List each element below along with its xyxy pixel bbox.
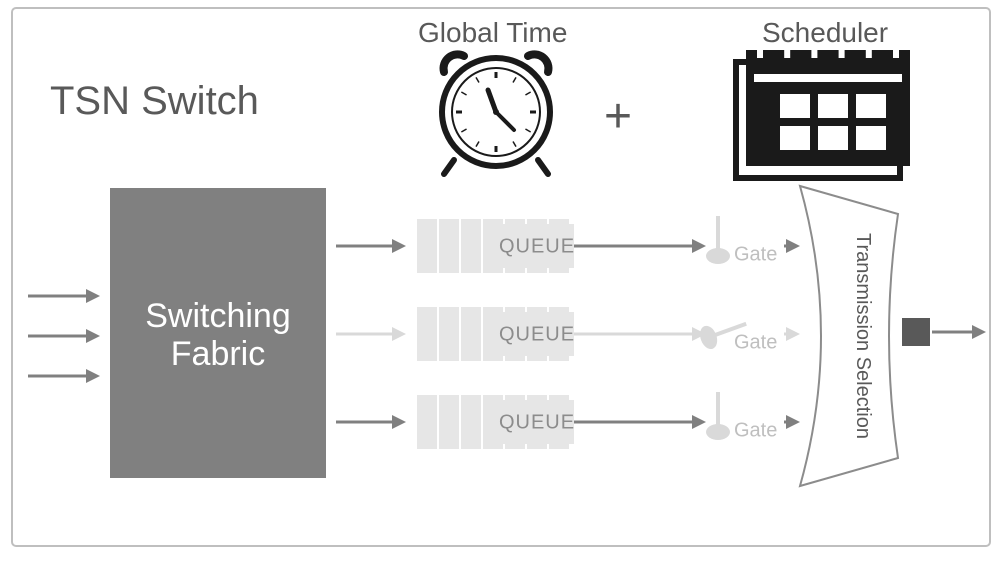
switching-fabric-label-2: Fabric: [171, 335, 265, 373]
header-global-time: Global Time: [418, 17, 567, 48]
gate-label: Gate: [734, 420, 777, 442]
title: TSN Switch: [50, 79, 259, 123]
queue-label: QUEUE: [499, 412, 575, 434]
queue-cell: [460, 394, 482, 450]
sf-to-queue-arrow-0-head: [392, 239, 406, 253]
queue-cell: [460, 306, 482, 362]
gate-label: Gate: [734, 332, 777, 354]
gate-to-ts-arrow-2-head: [786, 415, 800, 429]
gate-label: Gate: [734, 244, 777, 266]
gate-shape-0: [706, 216, 730, 264]
gate-shape-2: [706, 392, 730, 440]
queue-cell: [416, 306, 438, 362]
clock-icon: [442, 54, 550, 174]
input-arrow-2-head: [86, 369, 100, 383]
queue-cell: [416, 218, 438, 274]
calendar-icon: [736, 44, 910, 178]
input-arrow-0-head: [86, 289, 100, 303]
queue-cell: [438, 394, 460, 450]
gate-to-ts-arrow-1-head: [786, 327, 800, 341]
header-scheduler: Scheduler: [762, 17, 888, 48]
sf-to-queue-arrow-1-head: [392, 327, 406, 341]
gate-to-ts-arrow-0-head: [786, 239, 800, 253]
input-arrow-1-head: [86, 329, 100, 343]
queue-to-gate-arrow-0-head: [692, 239, 706, 253]
output-packet: [902, 318, 930, 346]
sf-to-queue-arrow-2-head: [392, 415, 406, 429]
plus-symbol: +: [604, 90, 632, 143]
diagram-canvas: TSN Switch Global Time Scheduler + Switching…: [0, 0, 1000, 562]
output-arrow-head: [972, 325, 986, 339]
queue-label: QUEUE: [499, 236, 575, 258]
queue-cell: [416, 394, 438, 450]
queue-cell: [438, 306, 460, 362]
switching-fabric-label-1: Switching: [145, 297, 291, 335]
queue-cell: [438, 218, 460, 274]
queue-to-gate-arrow-2-head: [692, 415, 706, 429]
transmission-selection-label: Transmission Selection: [852, 233, 874, 439]
transmission-selection-shape: [800, 186, 898, 486]
queue-label: QUEUE: [499, 324, 575, 346]
queue-cell: [460, 218, 482, 274]
